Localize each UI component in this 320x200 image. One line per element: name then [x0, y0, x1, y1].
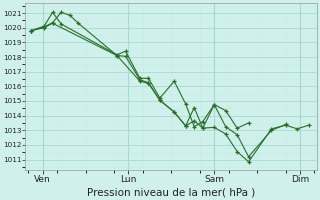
X-axis label: Pression niveau de la mer( hPa ): Pression niveau de la mer( hPa ) — [87, 187, 255, 197]
